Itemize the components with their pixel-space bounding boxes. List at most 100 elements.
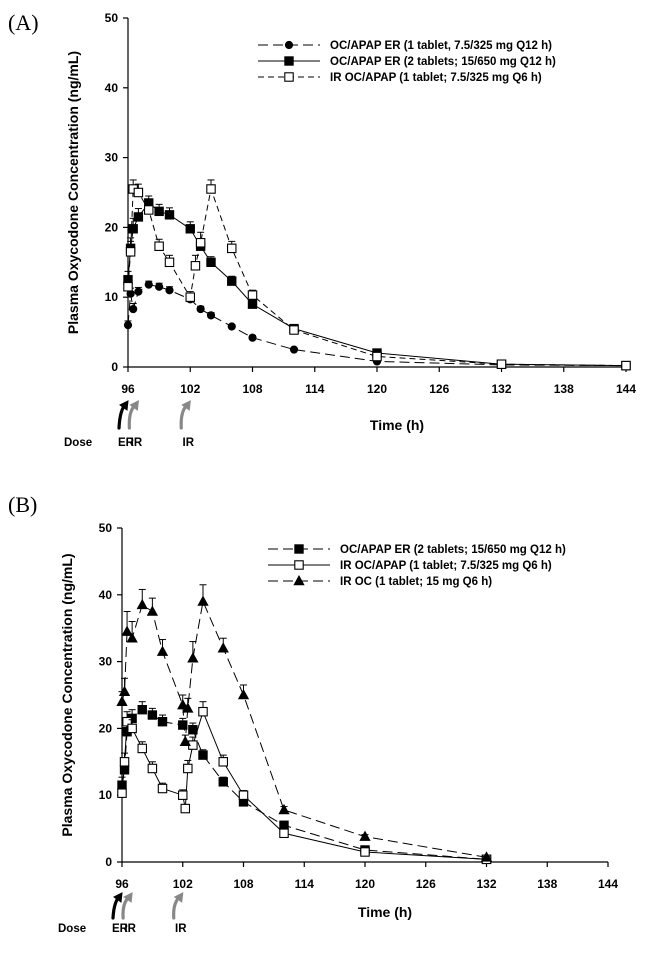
data-point (125, 247, 136, 257)
data-point (183, 763, 193, 774)
y-tick-label: 40 (99, 588, 113, 602)
x-tick-label: 96 (115, 877, 129, 891)
data-point (247, 290, 258, 300)
data-point (198, 750, 208, 760)
data-point (129, 304, 138, 314)
dose-arrow-icon (121, 892, 133, 920)
data-point (154, 241, 164, 251)
data-point (157, 783, 168, 794)
dose-arrow-icon (117, 400, 129, 430)
legend: OC/APAP ER (2 tablets; 15/650 mg Q12 h) I… (268, 544, 566, 588)
data-point (146, 605, 159, 616)
data-point (123, 281, 133, 292)
dose-arrow-label: ER (112, 923, 129, 935)
data-point (188, 725, 198, 735)
data-point (278, 803, 290, 815)
data-point (372, 351, 382, 362)
series-1 (117, 701, 492, 865)
data-point (156, 645, 169, 656)
data-point (178, 720, 188, 730)
data-point (289, 345, 299, 354)
dose-arrow-icon (179, 400, 191, 430)
data-point (179, 735, 191, 747)
legend-label: OC/APAP ER (2 tablets; 15/650 mg Q12 h) (340, 544, 566, 556)
data-point (185, 292, 196, 302)
y-axis-title: Plasma Oxycodone Concentration (ng/mL) (59, 553, 75, 836)
data-point (197, 595, 209, 606)
data-point (359, 830, 371, 841)
x-tick-label: 144 (598, 877, 618, 891)
data-point (279, 820, 289, 830)
data-point (128, 224, 138, 234)
data-point (164, 257, 175, 268)
data-point (118, 685, 131, 696)
data-point (196, 304, 205, 314)
dose-arrow-label: IR (175, 923, 187, 935)
panel-label: (B) (8, 492, 37, 517)
x-tick-label: 114 (295, 877, 315, 891)
data-point (185, 224, 195, 234)
y-tick-label: 40 (105, 81, 119, 95)
y-tick-label: 30 (99, 655, 113, 669)
y-tick-label: 30 (105, 151, 119, 165)
x-tick-label: 96 (121, 382, 135, 396)
data-point (206, 257, 216, 268)
dose-arrow-label: IR (124, 923, 136, 935)
data-point (134, 287, 143, 296)
x-tick-label: 126 (429, 382, 449, 396)
data-point (237, 688, 250, 700)
data-point (121, 625, 133, 636)
data-point (496, 359, 507, 369)
x-tick-label: 108 (233, 877, 253, 891)
legend-marker (284, 56, 294, 66)
dose-arrow-icon (111, 892, 123, 920)
data-point (137, 704, 147, 715)
y-tick-label: 20 (105, 220, 119, 234)
dose-arrow-label: ER (118, 437, 135, 449)
data-point (147, 710, 158, 720)
x-tick-label: 132 (491, 382, 511, 396)
series-line (121, 710, 487, 860)
data-point (144, 280, 153, 289)
panel-a: (A) 0 10 20 30 40 50 96 102 108 114 120 126 132 138 144… (8, 10, 636, 449)
data-point (144, 205, 154, 215)
data-point (248, 333, 257, 342)
y-tick-label: 0 (111, 360, 118, 374)
data-point (117, 788, 127, 798)
dose-arrow-label: IR (131, 437, 143, 449)
x-tick-label: 108 (242, 382, 262, 396)
dose-label: Dose (58, 923, 86, 935)
data-point (289, 325, 299, 335)
data-point (122, 716, 132, 727)
data-point (187, 652, 199, 663)
legend-label: OC/APAP ER (2 tablets; 15/650 mg Q12 h) (330, 56, 556, 68)
panel-label: (A) (8, 10, 39, 35)
series-2 (117, 701, 492, 865)
data-point (247, 299, 258, 309)
x-tick-label: 138 (537, 877, 557, 891)
data-point (164, 210, 175, 220)
data-point (119, 757, 130, 767)
data-point (480, 851, 493, 862)
data-point (198, 706, 208, 717)
data-point (360, 847, 370, 857)
y-tick-label: 50 (99, 521, 113, 535)
x-tick-label: 102 (173, 877, 193, 891)
data-point (227, 276, 237, 286)
data-point (218, 777, 228, 787)
x-tick-label: 120 (355, 877, 375, 891)
data-point (227, 243, 237, 254)
data-point (178, 790, 188, 800)
x-tick-label: 114 (305, 382, 325, 396)
data-point (133, 212, 144, 222)
legend-label: OC/APAP ER (1 tablet, 7.5/325 mg Q12 h) (330, 40, 552, 52)
y-tick-label: 50 (105, 11, 119, 25)
data-point (238, 790, 249, 800)
y-tick-label: 0 (105, 855, 112, 869)
dose-arrow-icon (172, 892, 184, 920)
y-tick-label: 10 (99, 788, 113, 802)
series-line (121, 709, 487, 860)
